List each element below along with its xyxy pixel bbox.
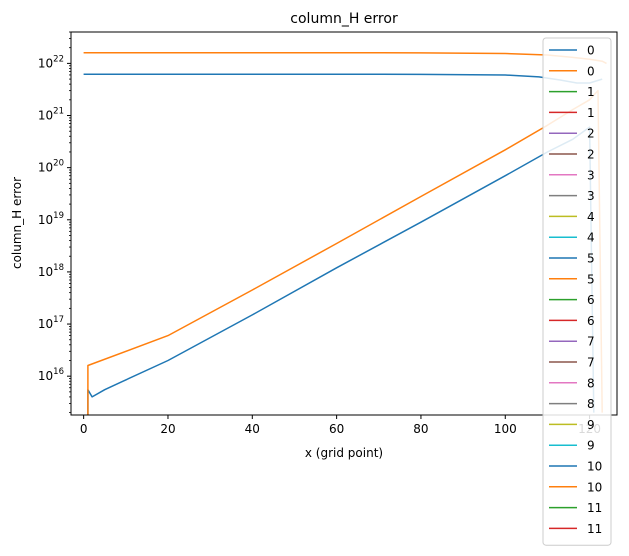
- legend-label: 10: [587, 460, 602, 474]
- legend-label: 9: [587, 418, 595, 432]
- y-tick-label: 1022: [38, 54, 64, 70]
- x-tick-label: 40: [245, 422, 260, 436]
- legend-label: 5: [587, 252, 595, 266]
- legend-label: 11: [587, 501, 602, 515]
- y-axis-label: column_H error: [10, 177, 24, 269]
- legend-label: 0: [587, 64, 595, 78]
- x-axis-label: x (grid point): [305, 446, 383, 460]
- legend-label: 7: [587, 335, 595, 349]
- x-tick-label: 20: [160, 422, 175, 436]
- legend-label: 2: [587, 148, 595, 162]
- legend-label: 4: [587, 231, 595, 245]
- legend-label: 5: [587, 272, 595, 286]
- legend-box: [542, 37, 612, 546]
- legend-label: 1: [587, 85, 595, 99]
- y-tick-label: 1020: [38, 159, 64, 175]
- legend-label: 3: [587, 168, 595, 182]
- legend-label: 3: [587, 189, 595, 203]
- x-tick-label: 0: [80, 422, 88, 436]
- y-tick-label: 1019: [38, 211, 64, 227]
- y-axis: 1016 1017 1018 1019 1020 1021 1022: [38, 31, 71, 414]
- x-tick-label: 80: [413, 422, 428, 436]
- y-tick-label: 1017: [38, 315, 64, 331]
- chart-title: column_H error: [290, 11, 398, 27]
- legend-label: 10: [587, 480, 602, 494]
- y-tick-label: 1021: [38, 107, 64, 123]
- y-tick-label: 1018: [38, 263, 64, 279]
- x-tick-label: 100: [494, 422, 517, 436]
- legend-label: 9: [587, 439, 595, 453]
- legend-label: 7: [587, 356, 595, 370]
- legend-label: 6: [587, 314, 595, 328]
- axes-frame: [70, 31, 618, 416]
- legend-label: 6: [587, 293, 595, 307]
- y-tick-label: 1016: [38, 367, 64, 383]
- legend-label: 8: [587, 397, 595, 411]
- legend-label: 2: [587, 127, 595, 141]
- legend-label: 1: [587, 106, 595, 120]
- legend-label: 4: [587, 210, 595, 224]
- legend-label: 0: [587, 44, 595, 58]
- x-tick-label: 60: [329, 422, 344, 436]
- legend-label: 11: [587, 522, 602, 536]
- legend-label: 8: [587, 376, 595, 390]
